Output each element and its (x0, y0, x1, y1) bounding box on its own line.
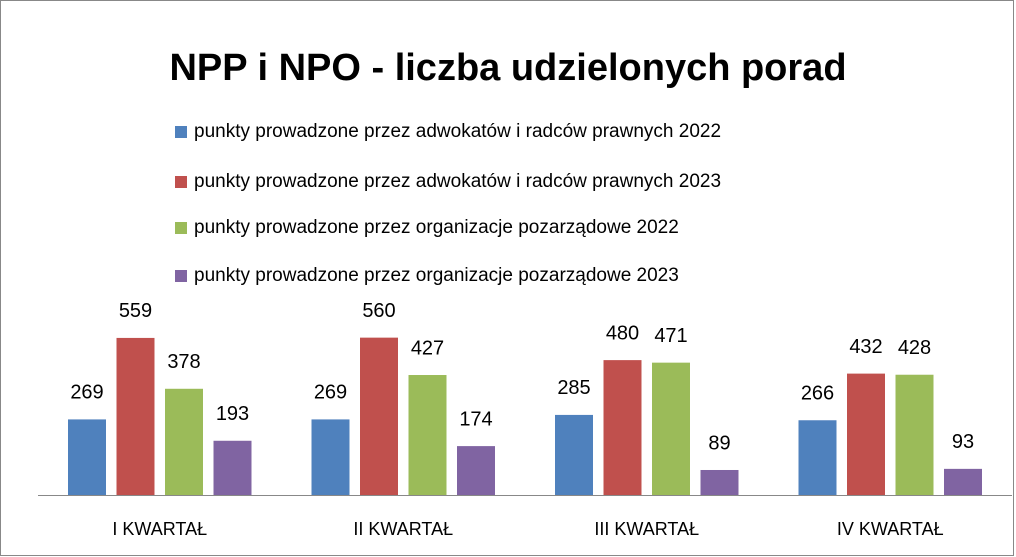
legend-label: punkty prowadzone przez organizacje poza… (194, 265, 679, 286)
legend-swatch (175, 270, 187, 282)
bar (652, 362, 690, 495)
x-tick-label: II KWARTAŁ (353, 519, 453, 539)
chart-title: NPP i NPO - liczba udzielonych porad (169, 47, 846, 89)
data-label: 174 (459, 408, 492, 430)
data-label: 285 (557, 377, 590, 399)
data-label: 560 (362, 300, 395, 322)
x-tick-label: III KWARTAŁ (594, 519, 699, 539)
bar (895, 374, 934, 495)
data-label: 378 (167, 351, 200, 373)
x-tick-label: IV KWARTAŁ (837, 519, 944, 539)
bar (68, 419, 106, 495)
data-label: 432 (849, 336, 882, 358)
bar (116, 337, 155, 495)
bar (603, 360, 642, 495)
data-label: 89 (708, 432, 730, 454)
data-label: 269 (70, 382, 103, 404)
legend-swatch (175, 222, 187, 234)
bar (408, 375, 447, 495)
data-label: 266 (801, 383, 834, 405)
bar (165, 388, 203, 495)
bar (700, 469, 739, 495)
bar (944, 468, 982, 495)
data-label: 428 (898, 337, 931, 359)
data-label: 269 (314, 382, 347, 404)
data-label: 93 (952, 431, 974, 453)
data-label: 559 (119, 300, 152, 322)
legend-label: punkty prowadzone przez organizacje poza… (194, 217, 679, 238)
bar (311, 419, 350, 495)
legend-swatch (175, 126, 187, 138)
data-label: 193 (216, 403, 249, 425)
bar (555, 414, 593, 495)
x-tick-label: I KWARTAŁ (112, 519, 207, 539)
data-label: 427 (411, 337, 444, 359)
bar (798, 420, 837, 495)
bar (847, 373, 885, 495)
data-label: 480 (606, 322, 639, 344)
legend-label: punkty prowadzone przez adwokatów i radc… (194, 171, 721, 192)
legend-swatch (175, 176, 187, 188)
data-label: 471 (654, 325, 687, 347)
bar (457, 446, 495, 495)
legend-label: punkty prowadzone przez adwokatów i radc… (194, 121, 721, 142)
bar (213, 440, 252, 495)
bar (360, 337, 398, 495)
